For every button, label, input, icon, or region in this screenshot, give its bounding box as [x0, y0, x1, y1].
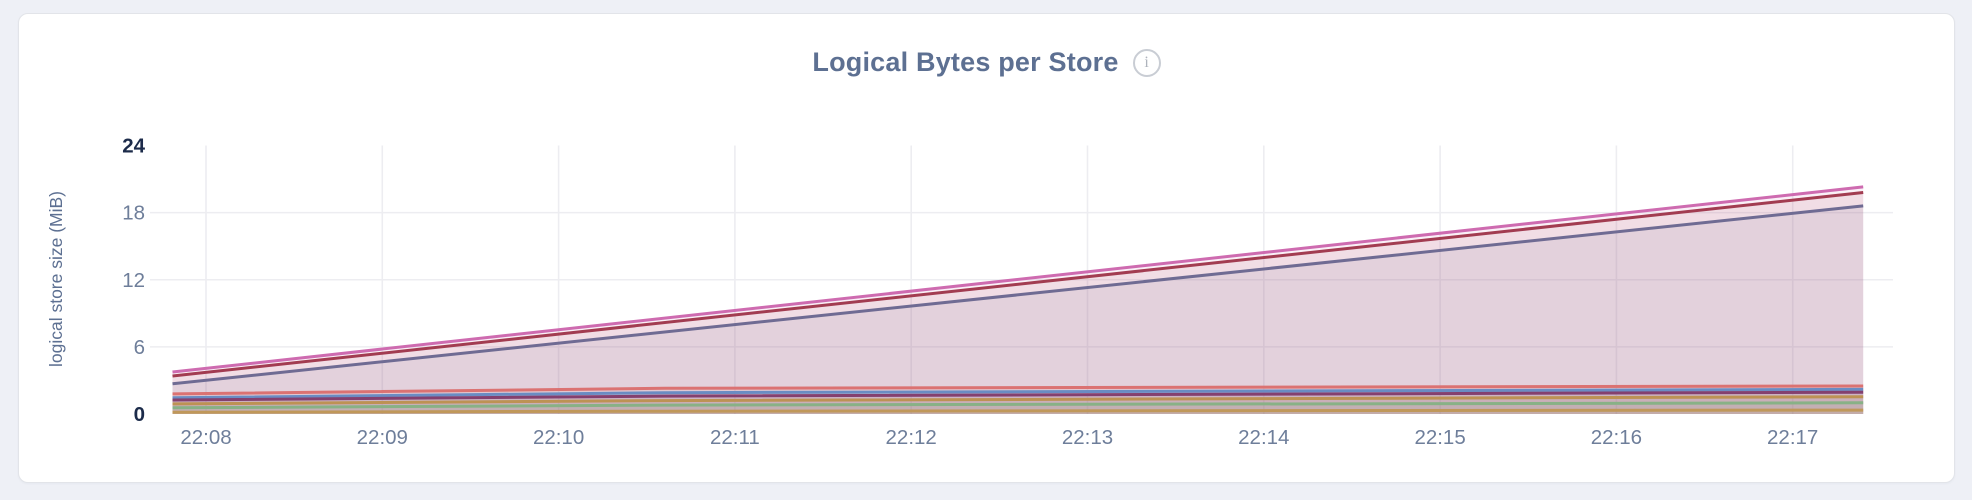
x-tick-label: 22:14 — [1238, 426, 1289, 449]
series-fill-store-slate — [172, 205, 1864, 414]
series-line-store-gold — [172, 395, 1864, 406]
x-tick-label: 22:11 — [710, 426, 760, 449]
x-tick-label: 22:17 — [1767, 426, 1818, 449]
series-line-store-plum — [172, 390, 1864, 402]
series-lines — [172, 185, 1864, 414]
y-tick-label: 12 — [122, 269, 145, 292]
series-line-store-maroon — [172, 191, 1864, 378]
x-tick-label: 22:13 — [1062, 426, 1113, 449]
y-tick-label: 0 — [134, 403, 145, 426]
series-fill-store-pink — [172, 186, 1864, 414]
y-tick-label: 24 — [122, 135, 145, 158]
info-icon[interactable]: i — [1132, 48, 1161, 77]
x-tick-label: 22:10 — [533, 426, 584, 449]
series-fill-store-maroon — [172, 192, 1864, 414]
series-line-store-slate — [172, 204, 1864, 386]
x-tick-label: 22:08 — [180, 426, 231, 449]
series-line-store-pink — [172, 185, 1864, 374]
series-line-store-salmon — [172, 384, 1864, 396]
x-tick-label: 22:16 — [1591, 426, 1642, 449]
series-line-store-sage — [172, 401, 1864, 410]
gridlines — [150, 145, 1893, 414]
series-line-store-gold2 — [172, 408, 1864, 414]
y-axis-title: logical store size (MiB) — [46, 191, 66, 367]
series-fills — [172, 186, 1864, 414]
y-tick-label: 18 — [122, 202, 145, 225]
x-tick-label: 22:15 — [1414, 426, 1465, 449]
x-tick-label: 22:09 — [357, 426, 408, 449]
chart-header: Logical Bytes per Store i — [19, 47, 1954, 78]
axis-labels: 0 6 12 18 24 22:08 22:09 22:10 22:11 22:12 22:13 22… — [46, 135, 1818, 450]
x-tick-label: 22:12 — [886, 426, 937, 449]
y-tick-label: 6 — [134, 336, 145, 359]
series-line-store-steelblue — [172, 387, 1864, 400]
chart-title: Logical Bytes per Store — [812, 47, 1119, 77]
